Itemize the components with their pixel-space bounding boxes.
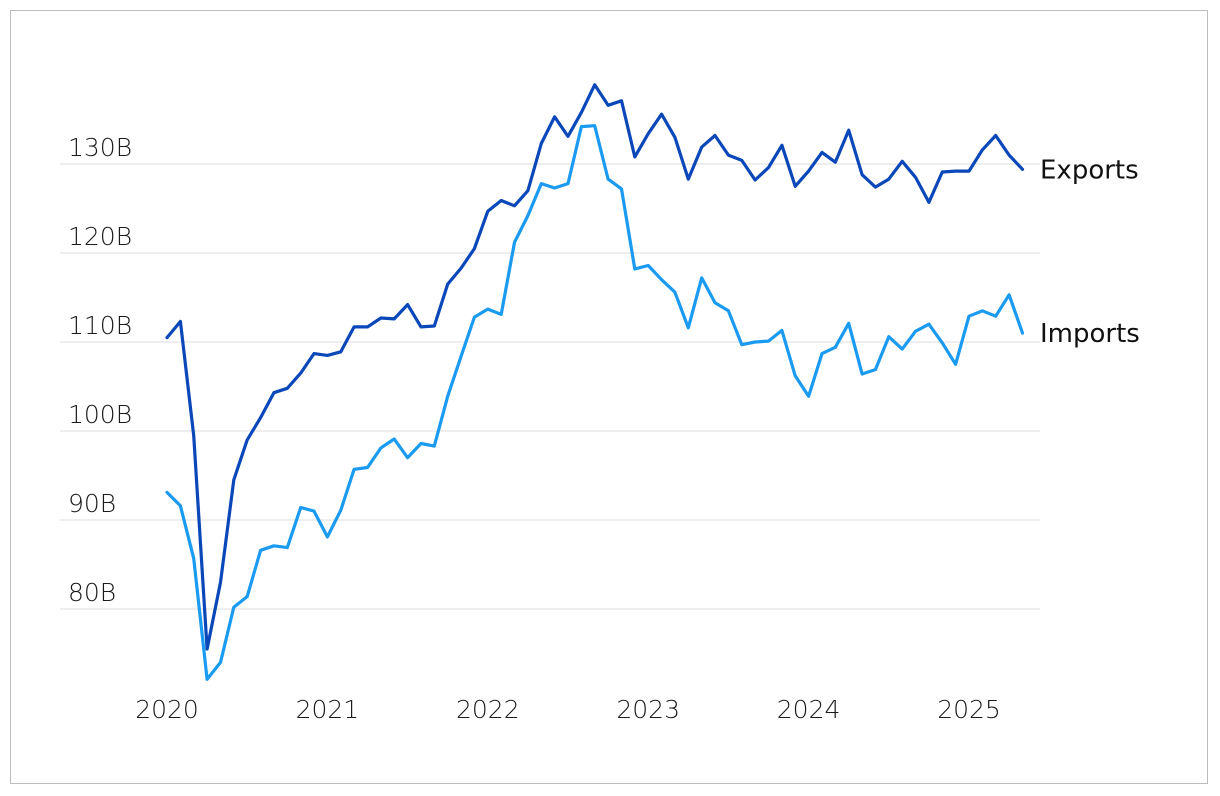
series-label-exports: Exports xyxy=(1040,155,1139,185)
y-tick-label: 130B xyxy=(68,133,132,162)
x-tick-label: 2021 xyxy=(296,695,360,724)
y-tick-label: 90B xyxy=(68,489,116,518)
y-axis-ticks: 80B 90B 100B 110B 120B 130B xyxy=(68,133,132,607)
series-line-exports xyxy=(165,83,1025,651)
series-label-imports: Imports xyxy=(1040,319,1140,349)
x-tick-label: 2024 xyxy=(777,695,841,724)
x-tick-label: 2023 xyxy=(616,695,680,724)
x-tick-label: 2022 xyxy=(456,695,520,724)
y-tick-label: 120B xyxy=(68,222,132,251)
y-tick-label: 110B xyxy=(68,311,132,340)
x-tick-label: 2025 xyxy=(937,695,1001,724)
y-tick-label: 80B xyxy=(68,578,116,607)
x-tick-label: 2020 xyxy=(135,695,199,724)
y-tick-label: 100B xyxy=(68,400,132,429)
x-axis-ticks: 2020 2021 2022 2023 2024 2025 xyxy=(135,695,1001,724)
series-labels: Exports Imports xyxy=(1040,155,1140,349)
gridlines xyxy=(60,163,1040,610)
series-points-imports xyxy=(166,125,1023,680)
series-line-imports xyxy=(165,124,1025,681)
series-points-exports xyxy=(166,84,1023,650)
chart-frame xyxy=(10,10,1208,784)
series-lines xyxy=(165,83,1025,681)
